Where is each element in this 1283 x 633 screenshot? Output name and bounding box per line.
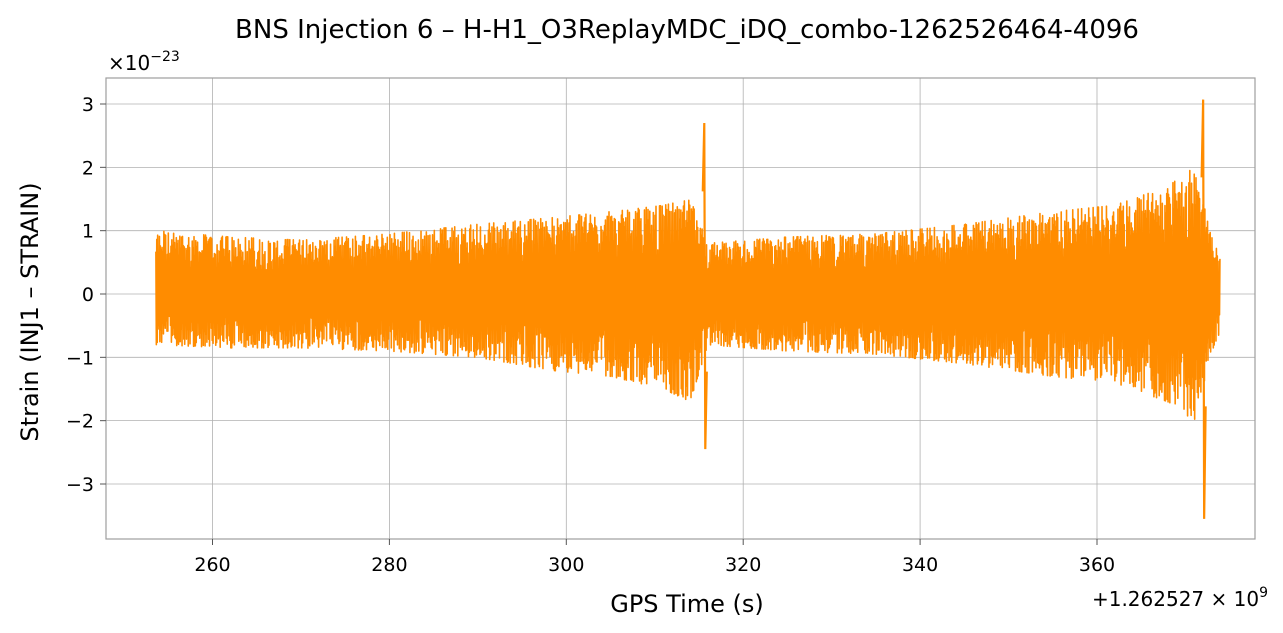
x-offset-prefix: +1.262527 × 10 (1092, 587, 1259, 611)
y-tick-label-6: −3 (66, 474, 94, 496)
x-tick-label-4: 340 (902, 554, 938, 576)
x-tick-label-1: 280 (371, 554, 407, 576)
x-tick-label-0: 260 (194, 554, 230, 576)
data-series (155, 99, 1221, 519)
y-axis-label: Strain (INJ1 – STRAIN) (16, 182, 44, 441)
y-tick-label-2: 1 (82, 221, 94, 243)
x-offset-text: +1.262527 × 109 (1092, 585, 1268, 611)
y-tick-label-5: −2 (66, 411, 94, 433)
strain-series-core (155, 237, 1220, 351)
x-tick-label-2: 300 (548, 554, 584, 576)
x-axis-label: GPS Time (s) (610, 590, 764, 618)
strain-series-line (155, 169, 1221, 420)
y-tick-label-4: −1 (66, 347, 94, 369)
spike-1 (1200, 99, 1207, 519)
x-axis-ticks: 260 280 300 320 340 360 (194, 539, 1115, 576)
x-offset-exponent: 9 (1259, 585, 1268, 601)
y-axis-ticks: 3 2 1 0 −1 −2 −3 (66, 94, 106, 496)
x-tick-label-3: 320 (725, 554, 761, 576)
y-offset-prefix: ×10 (108, 51, 150, 75)
y-offset-exponent: −23 (150, 49, 180, 65)
y-tick-label-1: 2 (82, 157, 94, 179)
spike-0 (701, 122, 708, 450)
y-tick-label-0: 3 (82, 94, 94, 116)
y-offset-text: ×10−23 (108, 49, 180, 75)
x-tick-label-5: 360 (1079, 554, 1115, 576)
plot-frame (105, 77, 1256, 540)
y-tick-label-3: 0 (82, 284, 94, 306)
chart-title: BNS Injection 6 – H-H1_O3ReplayMDC_iDQ_c… (235, 15, 1139, 45)
